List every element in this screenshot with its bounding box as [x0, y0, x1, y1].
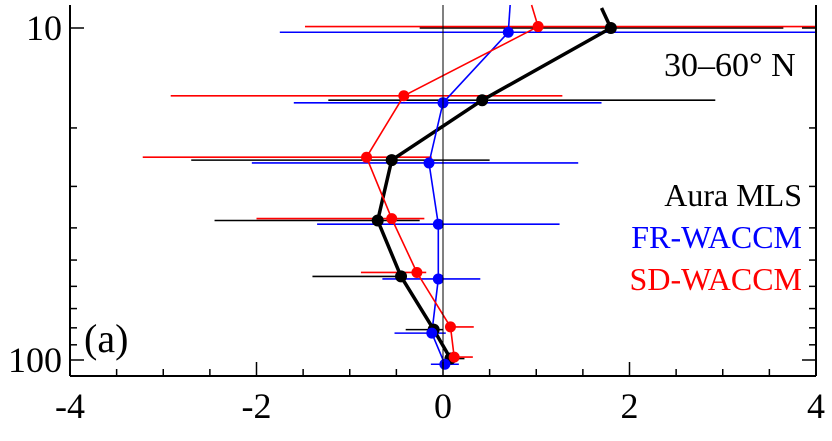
fr-waccm-point	[423, 157, 435, 169]
aura-mls-point	[604, 22, 617, 34]
legend-entry: FR-WACCM	[631, 219, 802, 255]
sd-waccm-point	[444, 321, 456, 333]
region-annotation: 30–60° N	[664, 47, 796, 84]
sd-waccm-point	[398, 90, 410, 102]
aura-mls-point	[371, 214, 384, 227]
x-tick-label: -4	[55, 386, 85, 426]
fr-waccm-point	[439, 358, 451, 370]
fr-waccm-point	[426, 327, 438, 339]
fr-waccm-point	[432, 273, 444, 285]
panel-label: (a)	[84, 316, 128, 361]
aura-mls-point	[385, 154, 398, 167]
sd-waccm-point	[386, 213, 398, 225]
sd-waccm-point	[448, 351, 460, 363]
aura-mls-point	[476, 94, 489, 107]
fr-waccm-line	[428, 31, 509, 365]
sd-waccm-point	[411, 266, 423, 278]
x-tick-label: 4	[807, 386, 825, 426]
series-lines	[365, 4, 613, 365]
legend-entry: SD-WACCM	[630, 261, 802, 297]
fr-waccm-point	[432, 218, 444, 230]
legend-entry: Aura MLS	[664, 177, 802, 213]
sd-waccm-point	[532, 21, 544, 33]
aura-mls-point	[395, 270, 408, 283]
y-tick-label: 10	[26, 8, 62, 48]
x-tick-label: 0	[434, 386, 452, 426]
ticks: -4 -2 0 2 4 10 100	[8, 8, 825, 426]
sd-waccm-point	[361, 151, 373, 163]
x-tick-label: 2	[621, 386, 639, 426]
legend: Aura MLS FR-WACCM SD-WACCM	[630, 177, 802, 297]
aura-mls-line	[375, 26, 612, 360]
series-points	[361, 21, 617, 370]
sd-waccm-line	[365, 25, 539, 358]
fr-waccm-point	[502, 26, 514, 38]
y-tick-label: 100	[8, 340, 62, 380]
x-tick-label: -2	[242, 386, 272, 426]
